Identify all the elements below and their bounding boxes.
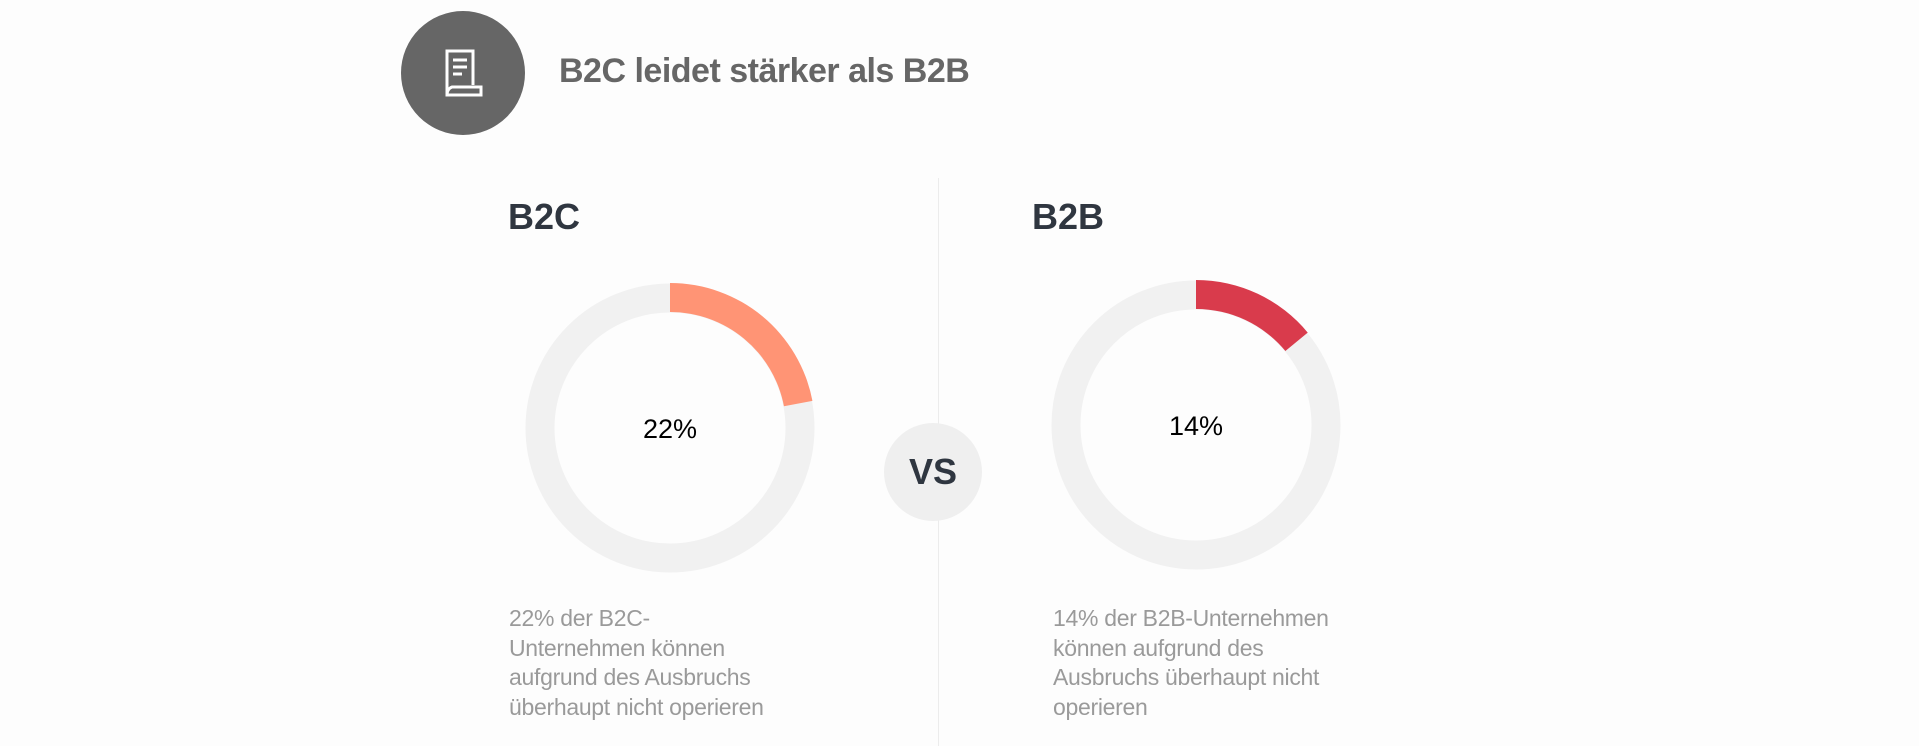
b2c-description-line: aufgrund des Ausbruchs <box>509 664 751 690</box>
b2c-heading: B2C <box>508 196 581 237</box>
page-title: B2C leidet stärker als B2B <box>559 52 970 90</box>
b2b-description-line: können aufgrund des <box>1053 634 1264 661</box>
b2c-description-line: Unternehmen können <box>509 634 725 661</box>
b2c-description-line: 22% der B2C- <box>509 605 650 631</box>
b2b-percent-label: 14% <box>1169 411 1223 441</box>
header-icon-badge <box>401 11 525 135</box>
b2c-percent-label: 22% <box>643 414 697 444</box>
b2b-description-line: Ausbruchs überhaupt nicht <box>1053 664 1320 690</box>
vs-badge: VS <box>884 423 982 521</box>
b2c-description-line: überhaupt nicht operieren <box>509 693 764 720</box>
b2c-donut-arc <box>670 283 813 407</box>
b2b-donut-chart: 14% <box>1051 280 1341 570</box>
b2b-description-line: 14% der B2B-Unternehmen <box>1053 605 1329 631</box>
b2b-description: 14% der B2B-Unternehmen können aufgrund … <box>1053 604 1329 722</box>
b2b-description-line: operieren <box>1053 693 1148 720</box>
b2b-donut-arc <box>1196 280 1308 352</box>
document-scroll-icon <box>445 49 483 97</box>
b2c-donut-chart: 22% <box>525 283 815 573</box>
b2b-heading: B2B <box>1032 196 1105 237</box>
b2c-description: 22% der B2C- Unternehmen können aufgrund… <box>509 604 764 722</box>
